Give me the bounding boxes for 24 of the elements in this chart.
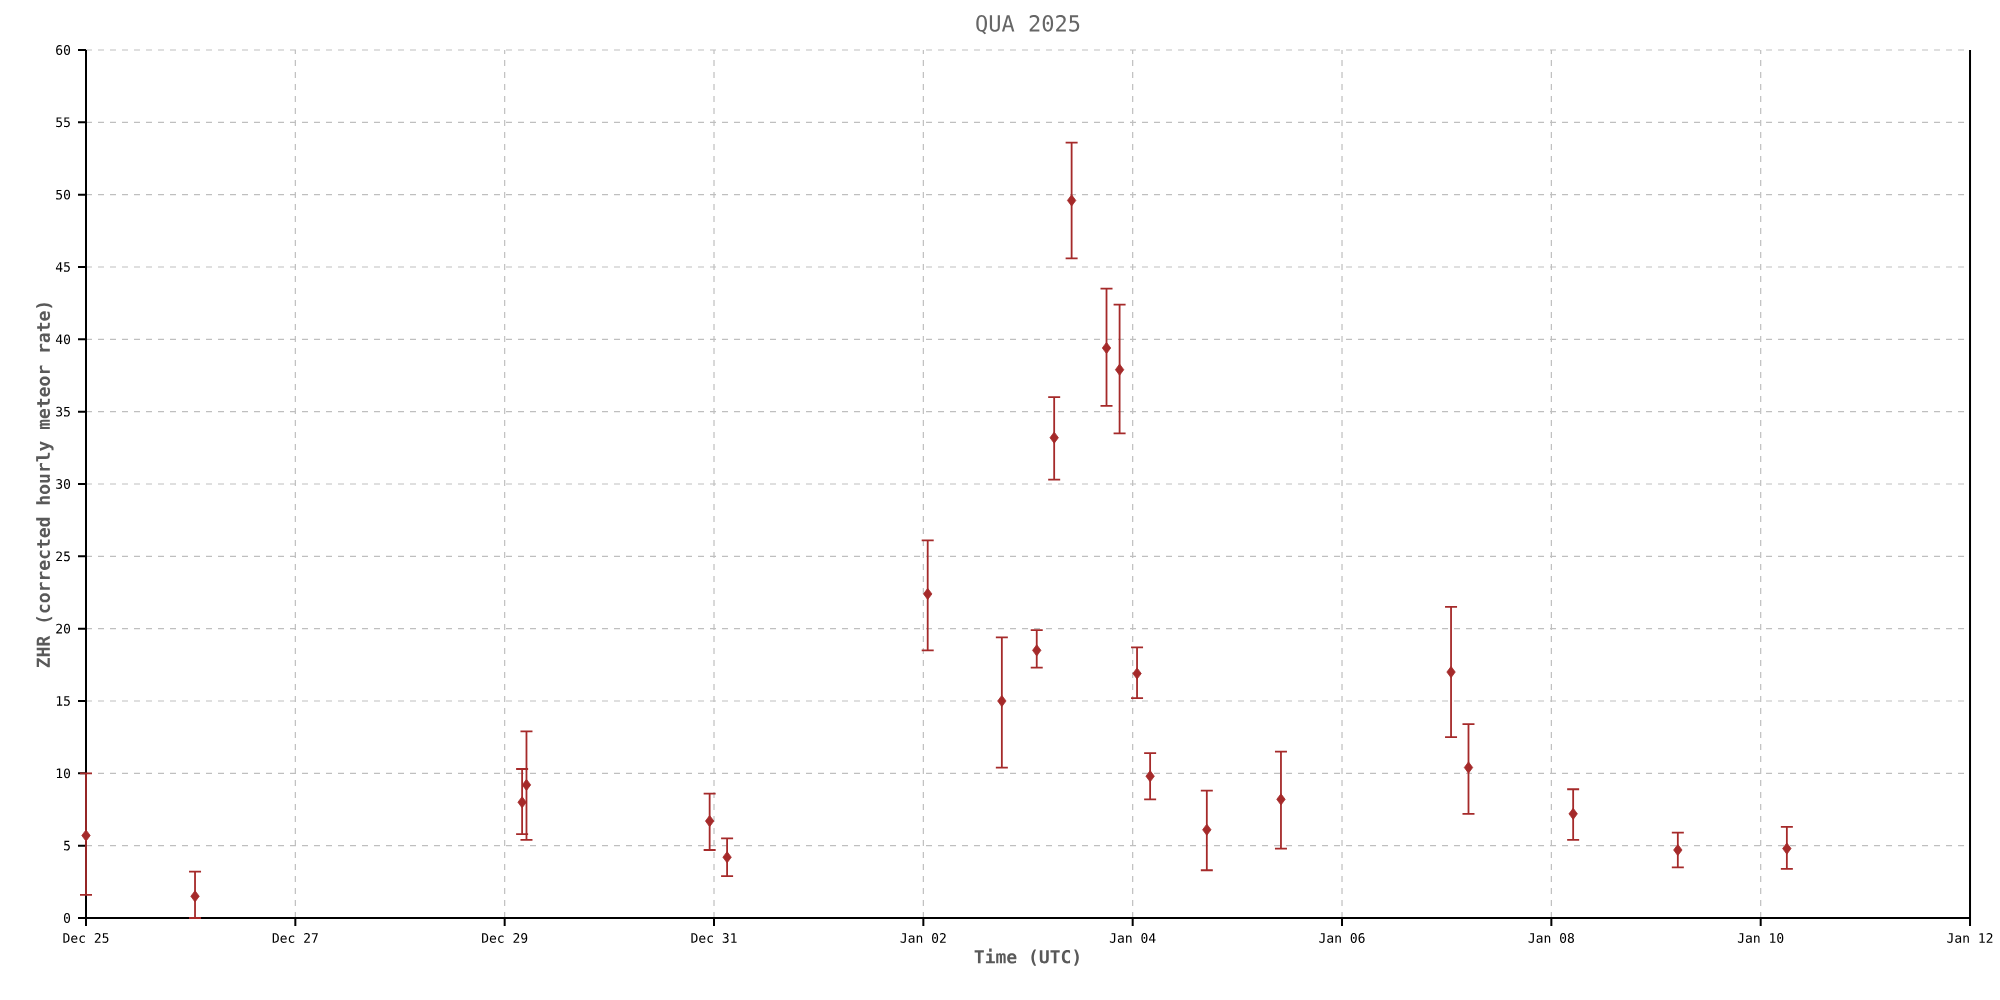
y-axis-title: ZHR (corrected hourly meteor rate)	[36, 303, 54, 668]
chart-title: QUA 2025	[976, 15, 1080, 35]
point	[1132, 667, 1142, 680]
point	[1276, 793, 1286, 806]
point	[81, 829, 91, 842]
point	[923, 587, 933, 600]
point	[517, 796, 527, 809]
point	[1202, 823, 1212, 836]
point	[1049, 431, 1059, 444]
point	[1673, 844, 1683, 857]
point	[1446, 666, 1456, 679]
point	[1463, 761, 1474, 774]
point	[997, 695, 1007, 707]
point	[1115, 363, 1125, 376]
x-axis-title: Time (UTC)	[974, 948, 1079, 966]
point	[1067, 194, 1077, 207]
point	[722, 851, 732, 864]
point	[1032, 644, 1042, 657]
point	[1782, 842, 1792, 855]
point	[705, 815, 715, 828]
point	[1145, 770, 1155, 783]
point	[1568, 807, 1578, 820]
point	[190, 890, 200, 903]
point	[1101, 342, 1112, 354]
